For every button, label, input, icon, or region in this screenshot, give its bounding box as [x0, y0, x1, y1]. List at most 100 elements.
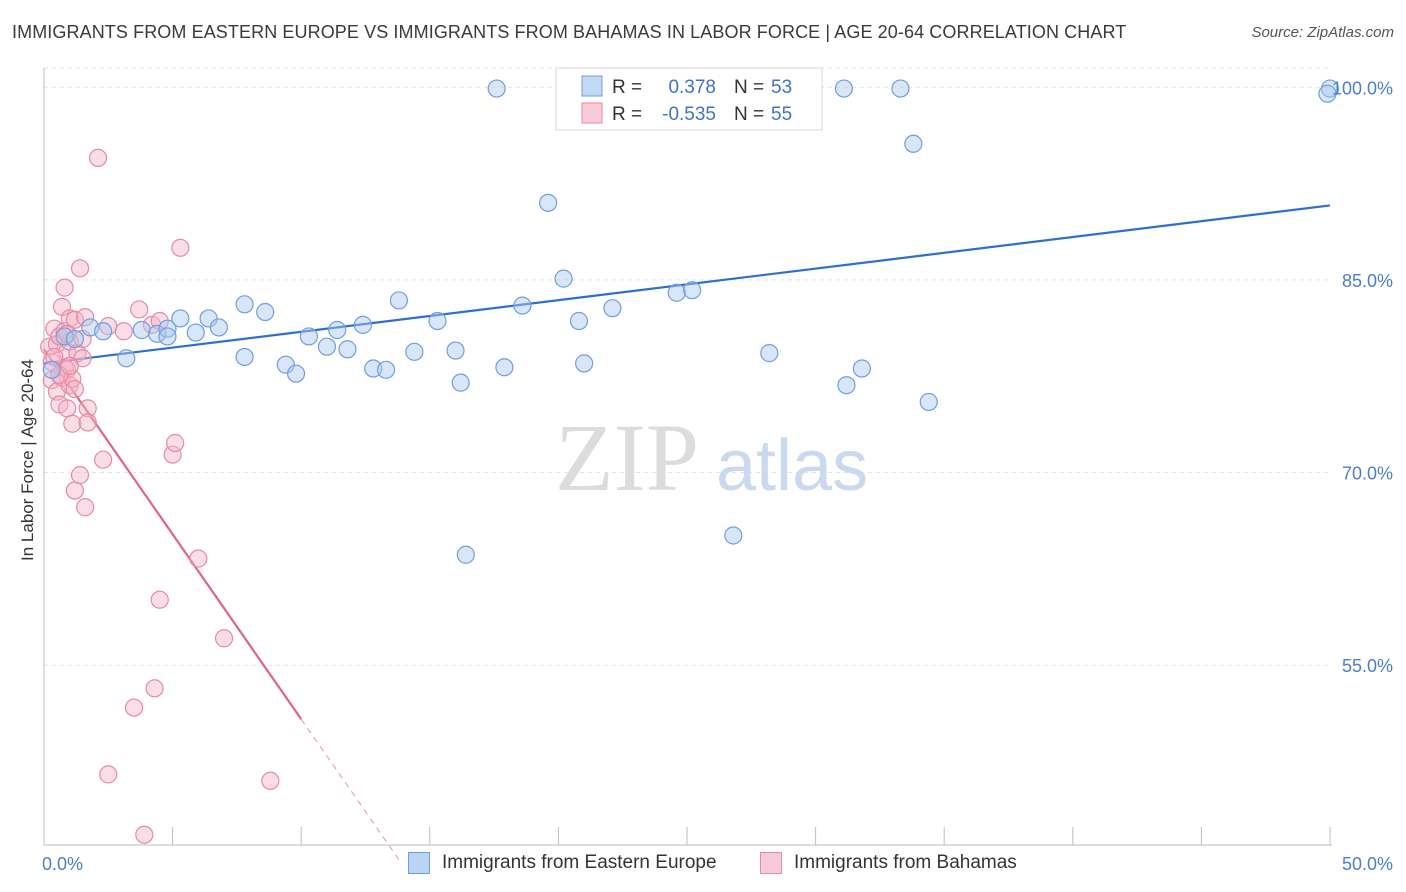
y-tick-label-0: 55.0%	[1342, 656, 1393, 676]
point-eastern-europe-40	[667, 283, 686, 302]
chart-source: Source: ZipAtlas.com	[1251, 24, 1394, 41]
point-eastern-europe-11	[186, 323, 205, 342]
point-eastern-europe-50	[919, 392, 938, 412]
point-bahamas-33	[94, 450, 113, 469]
point-eastern-europe-2	[65, 329, 84, 349]
y-tick-labels: 55.0% 70.0% 85.0% 100.0%	[1332, 78, 1393, 676]
point-eastern-europe-28	[428, 311, 447, 331]
point-eastern-europe-19	[299, 327, 319, 346]
point-eastern-europe-34	[513, 296, 532, 315]
point-bahamas-46	[171, 238, 190, 257]
legend: R = 0.378 N = 53 R = -0.535 N = 55	[555, 67, 823, 131]
trend-line-eastern-europe	[43, 204, 1331, 365]
point-bahamas-32	[88, 148, 108, 168]
y-tick-label-2: 85.0%	[1342, 271, 1393, 291]
point-bahamas-47	[189, 549, 208, 568]
point-eastern-europe-0	[42, 360, 61, 379]
y-tick-label-3: 100.0%	[1332, 78, 1393, 98]
trend-line-bahamas	[43, 348, 303, 720]
point-eastern-europe-27	[405, 342, 424, 361]
point-bahamas-48	[214, 629, 234, 648]
point-eastern-europe-46	[837, 376, 856, 395]
point-eastern-europe-52	[1318, 84, 1337, 103]
point-bahamas-25	[70, 466, 90, 485]
point-eastern-europe-31	[456, 545, 475, 564]
x-tick-labels: 0.0% 50.0%	[42, 854, 1393, 874]
point-bahamas-44	[163, 445, 182, 464]
point-bahamas-24	[70, 259, 90, 278]
point-bahamas-54	[65, 379, 84, 399]
point-eastern-europe-33	[495, 358, 514, 377]
legend-swatch-pink	[760, 852, 782, 874]
point-bahamas-35	[99, 765, 118, 784]
point-eastern-europe-1	[55, 327, 74, 346]
point-bahamas-22	[65, 481, 84, 500]
legend-label-bahamas: Immigrants from Bahamas	[794, 852, 1017, 873]
legend-n-label-1: N =	[734, 104, 764, 125]
x-tick-label-0: 0.0%	[42, 854, 83, 874]
point-eastern-europe-51	[1320, 79, 1340, 98]
point-eastern-europe-5	[117, 349, 136, 368]
point-bahamas-30	[78, 399, 97, 418]
legend-item-eastern-europe: Immigrants from Eastern Europe	[408, 852, 717, 874]
point-eastern-europe-44	[760, 344, 779, 363]
data-points	[40, 79, 1340, 844]
point-eastern-europe-37	[569, 311, 589, 331]
chart-title: IMMIGRANTS FROM EASTERN EUROPE VS IMMIGR…	[12, 22, 1127, 42]
point-bahamas-11	[55, 278, 74, 297]
legend-n-value-0: 53	[771, 77, 792, 98]
point-eastern-europe-26	[389, 291, 409, 310]
gridlines	[44, 67, 1330, 666]
point-eastern-europe-35	[539, 193, 558, 212]
legend-label-eastern-europe: Immigrants from Eastern Europe	[442, 852, 717, 873]
point-eastern-europe-25	[376, 360, 396, 379]
point-bahamas-45	[166, 433, 185, 453]
point-eastern-europe-30	[451, 373, 470, 392]
trend-line-extension-bahamas	[300, 718, 400, 860]
point-eastern-europe-49	[904, 134, 923, 153]
legend-n-value-1: 55	[771, 104, 792, 125]
point-eastern-europe-21	[328, 320, 347, 340]
point-eastern-europe-15	[235, 347, 254, 367]
watermark: ZIP atlas	[555, 404, 868, 511]
point-bahamas-38	[130, 300, 149, 319]
legend-swatch-blue	[408, 852, 430, 874]
legend-r-value-1: -0.535	[662, 104, 716, 125]
point-bahamas-49	[261, 771, 280, 790]
point-bahamas-36	[114, 322, 133, 341]
point-eastern-europe-29	[446, 341, 465, 360]
point-eastern-europe-8	[158, 319, 177, 338]
point-eastern-europe-43	[724, 526, 743, 545]
point-eastern-europe-22	[338, 340, 357, 359]
point-bahamas-28	[76, 498, 95, 517]
point-eastern-europe-4	[94, 322, 113, 341]
legend-swatch-1	[581, 102, 603, 124]
point-bahamas-20	[63, 414, 82, 433]
point-eastern-europe-12	[199, 309, 218, 328]
point-eastern-europe-14	[235, 295, 254, 314]
point-eastern-europe-18	[286, 364, 306, 383]
point-eastern-europe-24	[364, 359, 383, 378]
point-eastern-europe-47	[852, 359, 871, 378]
legend-r-value-0: 0.378	[668, 77, 716, 98]
legend-r-label-1: R =	[612, 104, 642, 125]
legend-swatch-0	[581, 75, 603, 97]
point-eastern-europe-13	[209, 318, 228, 337]
point-bahamas-37	[124, 698, 144, 717]
point-eastern-europe-7	[148, 324, 167, 343]
point-eastern-europe-45	[834, 79, 853, 98]
point-eastern-europe-16	[256, 302, 275, 322]
point-eastern-europe-10	[171, 309, 190, 328]
point-bahamas-41	[145, 679, 164, 698]
trend-lines	[43, 204, 1331, 860]
watermark-atlas: atlas	[716, 426, 868, 506]
point-eastern-europe-20	[317, 337, 337, 356]
point-bahamas-43	[150, 590, 169, 609]
legend-n-label-0: N =	[734, 77, 764, 98]
legend-item-bahamas: Immigrants from Bahamas	[760, 852, 1017, 874]
y-tick-label-1: 70.0%	[1342, 464, 1393, 484]
point-eastern-europe-48	[891, 79, 910, 98]
point-bahamas-29	[76, 308, 95, 327]
point-eastern-europe-6	[132, 320, 151, 340]
